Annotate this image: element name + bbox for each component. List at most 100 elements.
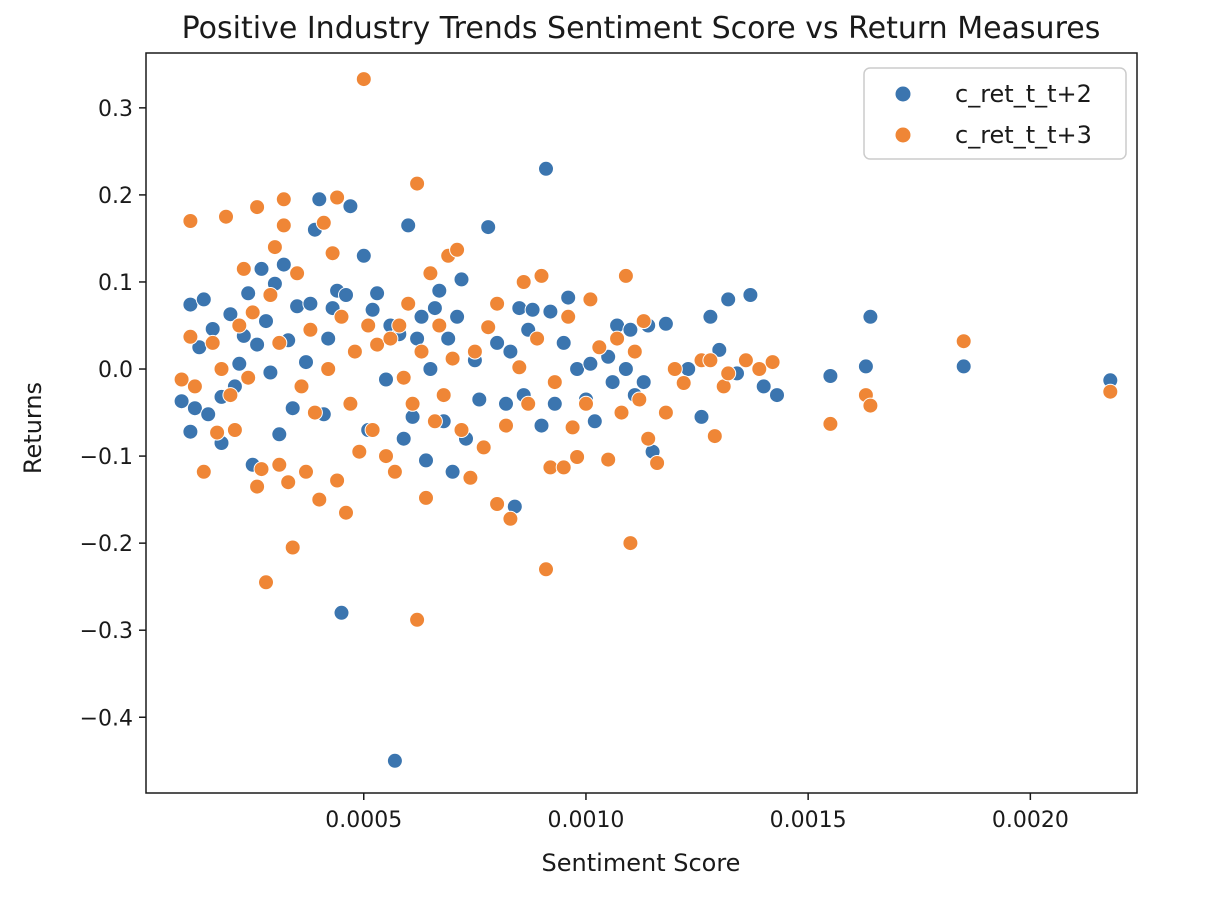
point-series-2-10: [226, 422, 243, 438]
point-series-1-53: [426, 300, 443, 317]
plot-area: [145, 52, 1138, 794]
point-series-2-43: [355, 71, 372, 88]
point-series-2-82: [555, 459, 572, 476]
point-series-2-78: [533, 267, 550, 284]
point-series-2-52: [400, 295, 417, 312]
point-series-1-40: [364, 301, 381, 318]
point-series-1-104: [955, 358, 972, 375]
point-series-2-109: [764, 354, 781, 371]
point-series-2-25: [280, 474, 297, 491]
point-series-2-51: [395, 369, 412, 386]
point-series-2-91: [613, 404, 630, 421]
point-series-2-16: [249, 478, 266, 495]
point-series-2-11: [231, 317, 248, 334]
point-series-2-113: [955, 333, 972, 350]
point-series-1-41: [369, 285, 386, 302]
point-series-1-12: [231, 355, 248, 372]
point-series-2-5: [204, 334, 221, 351]
legend-box: [863, 67, 1127, 160]
point-series-1-3: [195, 291, 212, 308]
point-series-2-57: [418, 489, 434, 506]
point-series-2-64: [449, 241, 466, 258]
point-series-1-24: [284, 400, 301, 417]
y-tick-label: 0.3: [98, 97, 133, 122]
point-series-1-2: [182, 296, 199, 313]
point-series-2-6: [209, 424, 226, 441]
point-series-2-20: [266, 239, 283, 256]
point-series-1-42: [378, 371, 394, 388]
point-series-1-73: [538, 160, 554, 177]
point-series-2-103: [702, 352, 719, 369]
point-series-2-79: [538, 561, 554, 578]
point-series-1-5: [200, 406, 217, 423]
point-series-1-88: [635, 374, 652, 391]
point-series-2-99: [657, 404, 674, 421]
point-series-1-44: [386, 752, 403, 769]
point-series-2-34: [320, 361, 337, 377]
points-layer: [173, 71, 1119, 769]
point-series-2-66: [462, 469, 479, 486]
point-series-2-8: [218, 208, 234, 225]
point-series-2-32: [311, 491, 328, 508]
point-series-1-19: [262, 364, 279, 381]
point-series-2-106: [720, 365, 737, 382]
point-series-1-78: [569, 361, 586, 377]
point-series-2-27: [289, 265, 306, 282]
point-series-2-31: [306, 404, 323, 421]
point-series-2-22: [271, 334, 288, 351]
point-series-2-38: [333, 308, 350, 325]
point-series-2-100: [666, 361, 683, 377]
point-series-2-69: [480, 319, 497, 336]
point-series-2-54: [409, 611, 426, 628]
legend-marker-series-1: [895, 86, 911, 102]
point-series-2-4: [195, 463, 212, 480]
point-series-1-92: [680, 361, 697, 377]
point-series-1-102: [857, 358, 874, 375]
point-series-1-65: [498, 395, 514, 412]
point-series-2-23: [275, 191, 292, 208]
point-series-2-7: [213, 361, 230, 377]
point-series-1-80: [582, 355, 599, 372]
point-series-2-46: [369, 336, 386, 353]
point-series-2-76: [520, 395, 537, 412]
x-axis: 0.0005 0.0010 0.0015 0.0020: [325, 793, 1069, 833]
point-series-1-22: [275, 256, 292, 273]
y-tick-label: 0.0: [98, 358, 133, 383]
point-series-1-16: [249, 336, 266, 353]
point-series-2-56: [413, 343, 430, 360]
point-series-1-98: [742, 287, 759, 303]
point-series-1-64: [489, 334, 506, 351]
point-series-1-77: [560, 289, 577, 306]
point-series-2-86: [578, 395, 594, 412]
point-series-2-110: [822, 415, 839, 432]
point-series-2-17: [253, 461, 270, 478]
y-tick-label: 0.1: [98, 271, 133, 296]
point-series-2-30: [302, 321, 319, 338]
point-series-1-91: [657, 315, 674, 332]
point-series-2-9: [222, 387, 239, 404]
point-series-1-34: [333, 604, 350, 621]
point-series-2-83: [560, 308, 577, 325]
point-series-1-68: [511, 300, 528, 317]
point-series-2-44: [360, 317, 377, 334]
point-series-2-1: [182, 213, 199, 229]
point-series-2-13: [240, 369, 257, 386]
point-series-2-112: [862, 397, 879, 414]
legend: c_ret_t_t+2 c_ret_t_t+3: [863, 67, 1127, 160]
point-series-2-21: [271, 456, 288, 473]
point-series-2-104: [706, 428, 723, 445]
point-series-1-31: [320, 330, 337, 347]
point-series-2-33: [315, 214, 332, 231]
point-series-2-90: [609, 330, 626, 347]
point-series-2-81: [546, 374, 563, 391]
point-series-2-77: [529, 330, 546, 347]
point-series-2-14: [244, 304, 261, 321]
point-series-1-76: [555, 334, 572, 351]
point-series-1-21: [271, 426, 288, 443]
point-series-2-49: [386, 463, 403, 480]
point-series-2-72: [498, 417, 514, 434]
point-series-1-46: [395, 430, 412, 447]
point-series-1-83: [604, 374, 621, 391]
point-series-2-24: [275, 217, 292, 234]
point-series-2-61: [435, 387, 452, 404]
